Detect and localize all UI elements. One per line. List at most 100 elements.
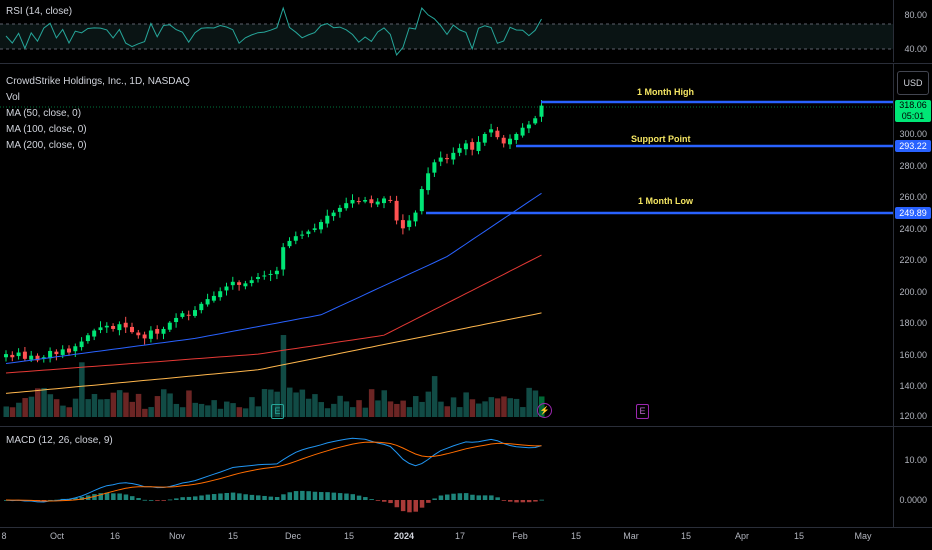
volume-bar	[3, 406, 9, 417]
candle-body	[482, 134, 487, 143]
rsi-scale[interactable]: 80.00 40.00	[893, 0, 932, 62]
volume-bar	[488, 397, 495, 417]
volume-bar	[47, 394, 54, 417]
time-tick: May	[854, 531, 872, 541]
macd-bar	[363, 497, 368, 500]
volume-bar	[91, 394, 98, 417]
candle-body	[92, 330, 97, 337]
rsi-pane[interactable]: RSI (14, close) 80.00 40.00	[0, 0, 932, 62]
pane-separator[interactable]	[0, 426, 932, 427]
macd-bar	[344, 493, 349, 500]
macd-bar	[98, 493, 103, 500]
macd-bar	[161, 500, 166, 501]
volume-bar	[394, 403, 400, 417]
candle-body	[451, 152, 456, 160]
volume-bar	[142, 408, 148, 417]
pane-separator[interactable]	[0, 63, 932, 64]
volume-bar	[255, 406, 261, 417]
candle-body	[73, 346, 78, 352]
candle-body	[262, 275, 267, 277]
candle-body	[331, 212, 336, 217]
volume-bar	[419, 401, 425, 417]
candle-body	[142, 334, 147, 339]
volume-bar	[205, 405, 211, 417]
candle-body	[35, 355, 40, 361]
candle-body	[426, 173, 431, 191]
macd-bar	[476, 495, 481, 500]
volume-bar	[167, 393, 173, 417]
candle-body	[104, 325, 109, 328]
volume-bar	[438, 401, 444, 417]
volume-bar	[381, 390, 387, 417]
macd-bar	[300, 490, 305, 500]
macd-bar	[48, 499, 53, 501]
currency-button[interactable]: USD	[897, 71, 929, 95]
candle-body	[388, 199, 393, 201]
macd-bar	[331, 492, 337, 500]
macd-pane[interactable]: MACD (12, 26, close, 9) 10.00 0.0000	[0, 427, 932, 527]
time-tick: 17	[454, 531, 466, 541]
annotation-high: 1 Month High	[637, 87, 694, 97]
annotation-low: 1 Month Low	[638, 196, 693, 206]
candle-body	[237, 282, 242, 285]
volume-bar	[230, 403, 236, 417]
volume-bar	[305, 398, 312, 417]
volume-bar	[356, 400, 362, 417]
volume-bar	[337, 395, 343, 417]
candle-body	[174, 317, 179, 323]
macd-bar	[526, 500, 532, 503]
time-tick: 16	[109, 531, 121, 541]
price-tick: 300.00	[899, 129, 927, 139]
macd-bar	[293, 491, 299, 500]
price-pane[interactable]: CrowdStrike Holdings, Inc., 1D, NASDAQ V…	[0, 64, 932, 426]
macd-bar	[167, 499, 173, 501]
price-plot	[0, 100, 893, 417]
macd-label: MACD (12, 26, close, 9)	[6, 435, 113, 446]
volume-bar	[16, 402, 22, 417]
time-axis[interactable]	[0, 528, 932, 550]
candle-body	[230, 281, 235, 286]
macd-bar	[394, 500, 400, 508]
volume-bar	[507, 398, 513, 417]
time-tick: 15	[680, 531, 692, 541]
ma200-label[interactable]: MA (200, close, 0)	[6, 140, 87, 151]
macd-bar	[400, 500, 406, 512]
volume-bar	[413, 396, 419, 417]
candle-body	[520, 127, 525, 136]
time-tick: Dec	[284, 531, 302, 541]
price-tick: 180.00	[899, 318, 927, 328]
dividend-marker-icon[interactable]: ⚡	[537, 403, 552, 418]
ma50-label[interactable]: MA (50, close, 0)	[6, 108, 82, 119]
macd-bar	[413, 500, 418, 512]
candle-body	[22, 351, 27, 359]
macd-bar	[224, 492, 229, 500]
macd-bar	[382, 500, 387, 502]
candle-body	[356, 201, 361, 203]
future-earnings-marker-icon[interactable]: E	[636, 404, 649, 419]
volume-bar	[224, 401, 230, 417]
macd-bar	[73, 498, 78, 500]
macd-bar	[356, 495, 362, 500]
earnings-marker-icon[interactable]: E	[271, 404, 284, 419]
time-tick: 15	[227, 531, 239, 541]
macd-bar	[155, 500, 160, 501]
volume-bar	[318, 402, 324, 417]
price-tick: 280.00	[899, 161, 927, 171]
macd-bar	[199, 495, 204, 500]
price-tick: 140.00	[899, 381, 927, 391]
volume-bar	[192, 402, 198, 417]
candle-body	[167, 322, 172, 330]
support-price-tag: 293.22	[895, 140, 931, 152]
candle-body	[130, 326, 134, 333]
macd-bar	[142, 499, 148, 501]
macd-bar	[312, 491, 318, 500]
rsi-tick-80: 80.00	[904, 10, 927, 20]
macd-bar	[211, 494, 217, 500]
ma100-label[interactable]: MA (100, close, 0)	[6, 124, 87, 135]
volume-bar	[104, 399, 110, 417]
time-tick: 2024	[393, 531, 415, 541]
macd-bar	[79, 496, 85, 500]
macd-scale[interactable]: 10.00 0.0000	[893, 427, 932, 527]
macd-bar	[237, 493, 242, 500]
price-scale[interactable]: 300.00 280.00 260.00 240.00 220.00 200.0…	[893, 64, 932, 426]
